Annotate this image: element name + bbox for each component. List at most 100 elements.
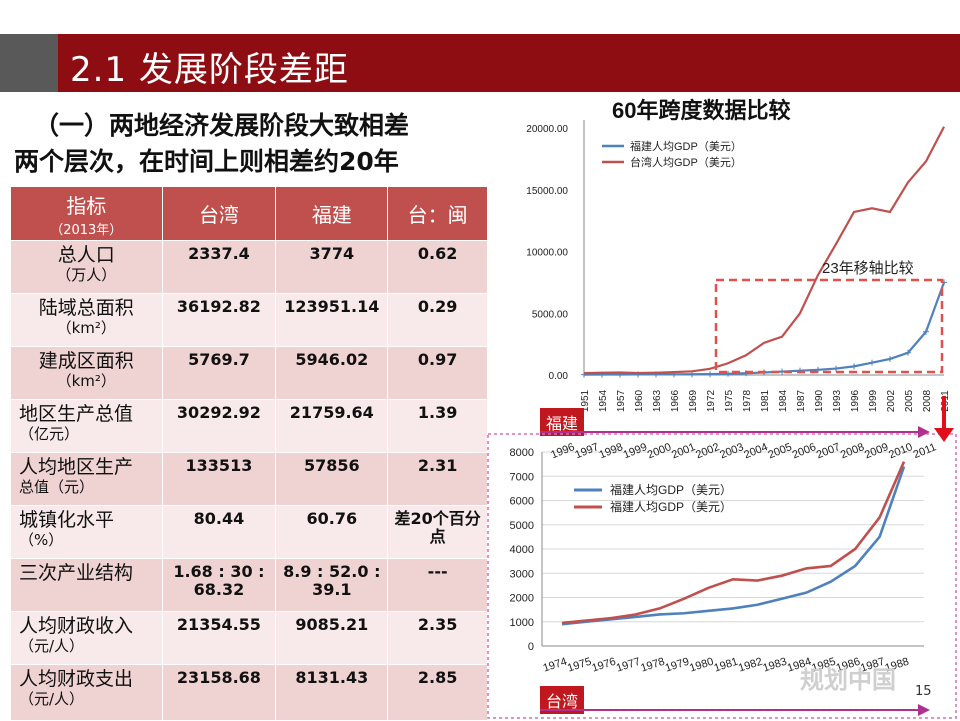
x-tick-label-top: 2007 (815, 441, 842, 461)
x-tick-label: 1993 (832, 389, 843, 412)
row-label: 人均地区生产 总值（元） (10, 452, 163, 506)
x-tick-label: 1975 (724, 389, 735, 412)
series-line-taiwan-shifted (561, 461, 906, 625)
x-tick-label: 1960 (634, 389, 645, 412)
x-tick-label: 1987 (796, 389, 807, 412)
y-tick-label: 2000 (510, 593, 534, 605)
x-tick-label-top: 2009 (863, 441, 890, 461)
x-tick-label-top: 2008 (839, 441, 866, 461)
y-tick-label: 0 (528, 641, 534, 653)
comparison-table: 指标 （2013年） 台湾 福建 台：闽 总人口 （万人） 2337.4 3774 0.6… (10, 186, 488, 721)
ratio-value: 0.62 (387, 240, 488, 294)
x-tick-label: 2002 (886, 389, 897, 412)
ratio-value: 2.35 (387, 611, 488, 665)
data-point (707, 371, 713, 378)
table-row: 陆域总面积 （km²） 36192.82 123951.14 0.29 (10, 293, 488, 347)
data-point (923, 328, 929, 335)
row-label: 城镇化水平 （%） (10, 505, 163, 559)
fujian-value: 8.9 : 52.0 : 39.1 (275, 558, 389, 612)
x-tick-label-bottom: 1977 (615, 656, 642, 675)
ratio-value: 0.29 (387, 293, 488, 347)
x-tick-label-bottom: 1976 (590, 656, 617, 675)
y-tick-label: 0.00 (549, 371, 569, 382)
table-row: 地区生产总值 （亿元） 30292.92 21759.64 1.39 (10, 399, 488, 453)
fujian-value: 8131.43 (275, 664, 389, 721)
x-tick-label-bottom: 1975 (566, 656, 593, 675)
x-tick-label-bottom: 1981 (713, 656, 740, 675)
x-tick-label: 2011 (940, 390, 951, 412)
legend-label: 福建人均GDP（美元） (630, 139, 742, 153)
taiwan-value: 1.68 : 30 : 68.32 (161, 558, 277, 612)
table-row: 总人口 （万人） 2337.4 3774 0.62 (10, 240, 488, 294)
ratio-value: 1.39 (387, 399, 488, 453)
fujian-value: 123951.14 (275, 293, 389, 347)
x-tick-label: 1954 (598, 389, 609, 412)
ratio-value: --- (387, 558, 488, 612)
fujian-value: 57856 (275, 452, 389, 506)
highlight-box (714, 278, 944, 374)
header-ratio: 台：闽 (387, 186, 488, 241)
x-tick-label: 2008 (922, 389, 933, 412)
x-tick-label: 1972 (706, 389, 717, 412)
x-tick-label-top: 2003 (718, 441, 745, 461)
top-line-chart: 60年跨度数据比较 0.00 5000.00 10000.00 15000.00 2000… (526, 98, 951, 412)
x-tick-label: 1969 (688, 389, 699, 412)
x-tick-label-top: 2006 (791, 441, 818, 461)
caption-taiwan: 台湾 (540, 686, 585, 714)
x-tick-label: 1984 (778, 389, 789, 412)
row-label: 建成区面积 （km²） (10, 346, 163, 400)
legend-label: 台湾人均GDP（美元） (630, 155, 742, 169)
x-tick-label: 1990 (814, 389, 825, 412)
x-tick-label-top: 1997 (573, 441, 600, 461)
header-accent-block (0, 34, 58, 92)
taiwan-value: 30292.92 (161, 399, 277, 453)
taiwan-value: 133513 (161, 452, 277, 506)
data-point (905, 349, 911, 356)
row-label: 人均财政支出 （元/人） (10, 664, 163, 721)
y-tick-label: 6000 (510, 496, 534, 508)
series-line-taiwan (583, 126, 945, 375)
table-row: 人均地区生产 总值（元） 133513 57856 2.31 (10, 452, 488, 506)
page-number: 15 (915, 684, 932, 699)
header-fujian: 福建 (275, 186, 389, 241)
x-tick-label: 1996 (850, 389, 861, 412)
x-tick-label-bottom: 1982 (737, 656, 764, 675)
data-point (725, 370, 731, 377)
row-label: 人均财政收入 （元/人） (10, 611, 163, 665)
title-bar: 2.1 发展阶段差距 (58, 34, 960, 92)
ratio-value: 2.31 (387, 452, 488, 506)
x-tick-label-top: 1999 (622, 441, 649, 461)
x-tick-label-bottom: 1983 (761, 656, 788, 675)
page-title: 2.1 发展阶段差距 (70, 50, 349, 90)
x-tick-label-top: 2001 (670, 441, 697, 461)
x-tick-label-top: 2005 (766, 441, 793, 461)
table-row: 建成区面积 （km²） 5769.7 5946.02 0.97 (10, 346, 488, 400)
row-label: 三次产业结构 (10, 558, 163, 612)
y-tick-label: 5000.00 (532, 309, 569, 320)
y-tick-label: 20000.00 (526, 124, 568, 135)
y-tick-label: 5000 (510, 520, 534, 532)
y-tick-label: 15000.00 (526, 186, 568, 197)
shifted-line-chart: 0100020003000400050006000700080001974197… (487, 433, 957, 719)
x-tick-label: 1978 (742, 389, 753, 412)
row-label: 地区生产总值 （亿元） (10, 399, 163, 453)
table-row: 城镇化水平 （%） 80.44 60.76 差20个百分点 (10, 505, 488, 559)
data-point (887, 355, 893, 362)
data-point (833, 365, 839, 372)
x-tick-label: 1963 (652, 389, 663, 412)
legend-label: 福建人均GDP（美元） (610, 499, 732, 514)
taiwan-value: 36192.82 (161, 293, 277, 347)
legend-label: 福建人均GDP（美元） (610, 482, 732, 497)
table-row: 人均财政支出 （元/人） 23158.68 8131.43 2.85 (10, 664, 488, 721)
header-taiwan: 台湾 (161, 186, 277, 241)
x-tick-label: 2005 (904, 389, 915, 412)
taiwan-value: 23158.68 (161, 664, 277, 721)
table-row: 三次产业结构 1.68 : 30 : 68.32 8.9 : 52.0 : 39.1… (10, 558, 488, 612)
taiwan-value: 21354.55 (161, 611, 277, 665)
taiwan-value: 5769.7 (161, 346, 277, 400)
fujian-value: 60.76 (275, 505, 389, 559)
watermark: 规划中国 (800, 666, 896, 694)
fujian-value: 5946.02 (275, 346, 389, 400)
ratio-value: 0.97 (387, 346, 488, 400)
y-tick-label: 7000 (510, 471, 534, 483)
